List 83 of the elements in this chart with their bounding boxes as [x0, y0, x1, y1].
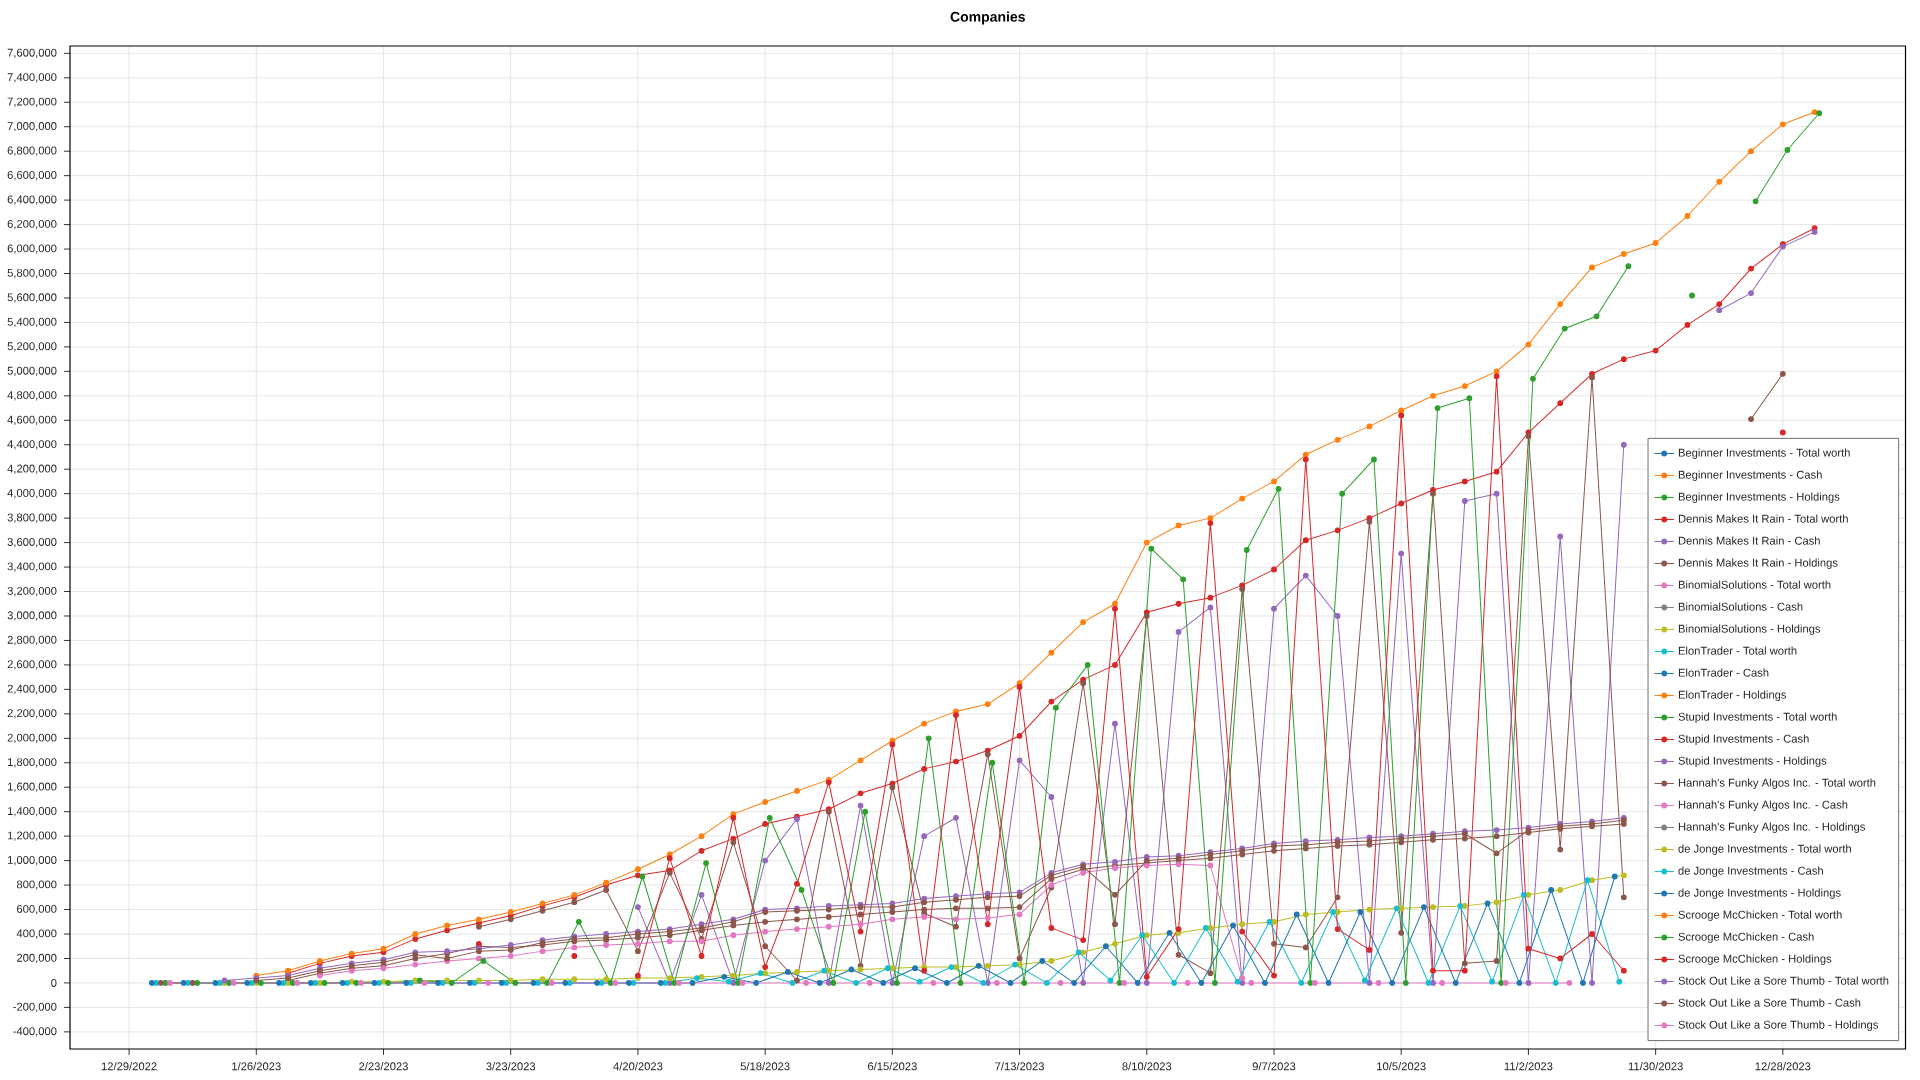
legend-label: BinomialSolutions - Cash — [1678, 602, 1803, 611]
y-tick-label: 1,400,000 — [7, 807, 57, 817]
legend-label: Stupid Investments - Total worth — [1678, 712, 1837, 723]
legend-label: Stock Out Like a Sore Thumb - Cash — [1678, 998, 1861, 1007]
y-tick-label: 800,000 — [16, 880, 57, 890]
legend-label: ElonTrader - Holdings — [1678, 690, 1787, 701]
y-tick-label: 3,000,000 — [7, 611, 57, 621]
legend-label: BinomialSolutions - Holdings — [1678, 624, 1821, 635]
y-tick-label: 3,800,000 — [7, 513, 57, 523]
y-tick-label: -200,000 — [13, 1002, 57, 1013]
x-tick-label: 6/15/2023 — [868, 1062, 917, 1071]
legend-label: Stupid Investments - Holdings — [1678, 756, 1827, 767]
y-tick-label: -400,000 — [13, 1027, 57, 1037]
legend-label: de Jonge Investments - Cash — [1678, 866, 1823, 877]
legend-label: Dennis Makes It Rain - Holdings — [1678, 558, 1838, 569]
y-tick-label: 7,400,000 — [7, 73, 57, 83]
y-tick-label: 3,400,000 — [7, 562, 57, 572]
y-tick-label: 5,000,000 — [7, 366, 57, 376]
y-tick-label: 6,800,000 — [7, 146, 57, 156]
legend-label: Scrooge McChicken - Holdings — [1678, 954, 1832, 965]
y-tick-label: 1,600,000 — [7, 782, 57, 792]
y-tick-label: 7,200,000 — [7, 97, 57, 107]
y-tick-label: 1,000,000 — [7, 856, 57, 866]
legend-label: BinomialSolutions - Total worth — [1678, 580, 1831, 589]
y-tick-label: 1,200,000 — [7, 831, 57, 841]
y-tick-label: 600,000 — [17, 904, 57, 915]
legend-label: ElonTrader - Cash — [1678, 668, 1769, 677]
legend-label: Stupid Investments - Cash — [1678, 734, 1809, 745]
x-tick-label: 1/26/2023 — [232, 1062, 281, 1071]
legend-label: Dennis Makes It Rain - Total worth — [1678, 514, 1848, 523]
x-tick-label: 7/13/2023 — [995, 1062, 1044, 1071]
legend-label: Beginner Investments - Cash — [1678, 470, 1822, 481]
legend-label: de Jonge Investments - Holdings — [1678, 888, 1841, 899]
x-tick-label: 2/23/2023 — [359, 1062, 408, 1071]
y-tick-label: 6,200,000 — [7, 219, 57, 230]
y-tick-label: 4,600,000 — [7, 415, 57, 425]
y-tick-label: 4,200,000 — [7, 464, 57, 474]
y-tick-label: 5,600,000 — [7, 293, 57, 303]
legend-label: Stock Out Like a Sore Thumb - Total worth — [1678, 976, 1889, 985]
legend-label: Dennis Makes It Rain - Cash — [1678, 536, 1820, 545]
y-tick-label: 400,000 — [16, 929, 57, 939]
y-tick-label: 1,800,000 — [7, 758, 57, 768]
y-tick-label: 0 — [51, 978, 57, 987]
legend-label: Beginner Investments - Holdings — [1678, 492, 1840, 503]
x-tick-label: 10/5/2023 — [1377, 1062, 1426, 1071]
y-tick-label: 200,000 — [17, 953, 57, 964]
y-tick-label: 2,400,000 — [7, 684, 57, 695]
y-tick-label: 7,600,000 — [7, 48, 57, 58]
x-tick-label: 3/23/2023 — [486, 1062, 536, 1071]
y-tick-label: 5,200,000 — [7, 342, 57, 352]
legend-label: Beginner Investments - Total worth — [1678, 448, 1850, 459]
legend-label: Hannah's Funky Algos Inc. - Cash — [1678, 800, 1848, 811]
y-tick-label: 4,400,000 — [7, 440, 57, 450]
y-tick-label: 4,000,000 — [7, 489, 57, 499]
legend-label: Stock Out Like a Sore Thumb - Holdings — [1678, 1020, 1879, 1031]
y-tick-label: 6,400,000 — [7, 195, 57, 205]
legend-label: Scrooge McChicken - Total worth — [1678, 910, 1842, 921]
y-tick-label: 5,400,000 — [7, 317, 57, 328]
x-tick-label: 12/29/2022 — [101, 1062, 157, 1071]
y-tick-label: 7,000,000 — [7, 122, 57, 132]
x-tick-label: 8/10/2023 — [1122, 1062, 1172, 1071]
x-tick-label: 5/18/2023 — [740, 1062, 790, 1071]
x-tick-label: 4/20/2023 — [613, 1062, 663, 1071]
legend-label: Scrooge McChicken - Cash — [1678, 932, 1814, 943]
y-tick-label: 3,600,000 — [7, 537, 57, 548]
legend-label: de Jonge Investments - Total worth — [1678, 844, 1851, 855]
x-tick-label: 11/2/2023 — [1504, 1062, 1553, 1071]
x-tick-label: 11/30/2023 — [1628, 1062, 1683, 1071]
y-tick-label: 2,800,000 — [7, 635, 57, 646]
y-tick-label: 2,600,000 — [7, 660, 57, 670]
legend-label: Hannah's Funky Algos Inc. - Holdings — [1678, 822, 1866, 833]
y-tick-label: 4,800,000 — [7, 391, 57, 401]
y-tick-label: 2,200,000 — [7, 709, 57, 719]
legend-label: Hannah's Funky Algos Inc. - Total worth — [1678, 778, 1876, 789]
y-tick-label: 6,000,000 — [7, 244, 57, 254]
y-tick-label: 3,200,000 — [7, 586, 57, 597]
y-tick-label: 2,000,000 — [7, 733, 57, 743]
chart-title: Companies — [950, 11, 1025, 25]
x-tick-label: 9/7/2023 — [1252, 1062, 1296, 1071]
legend-label: ElonTrader - Total worth — [1678, 646, 1797, 655]
x-tick-label: 12/28/2023 — [1755, 1062, 1811, 1071]
y-tick-label: 5,800,000 — [7, 268, 57, 279]
y-tick-label: 6,600,000 — [7, 171, 57, 181]
